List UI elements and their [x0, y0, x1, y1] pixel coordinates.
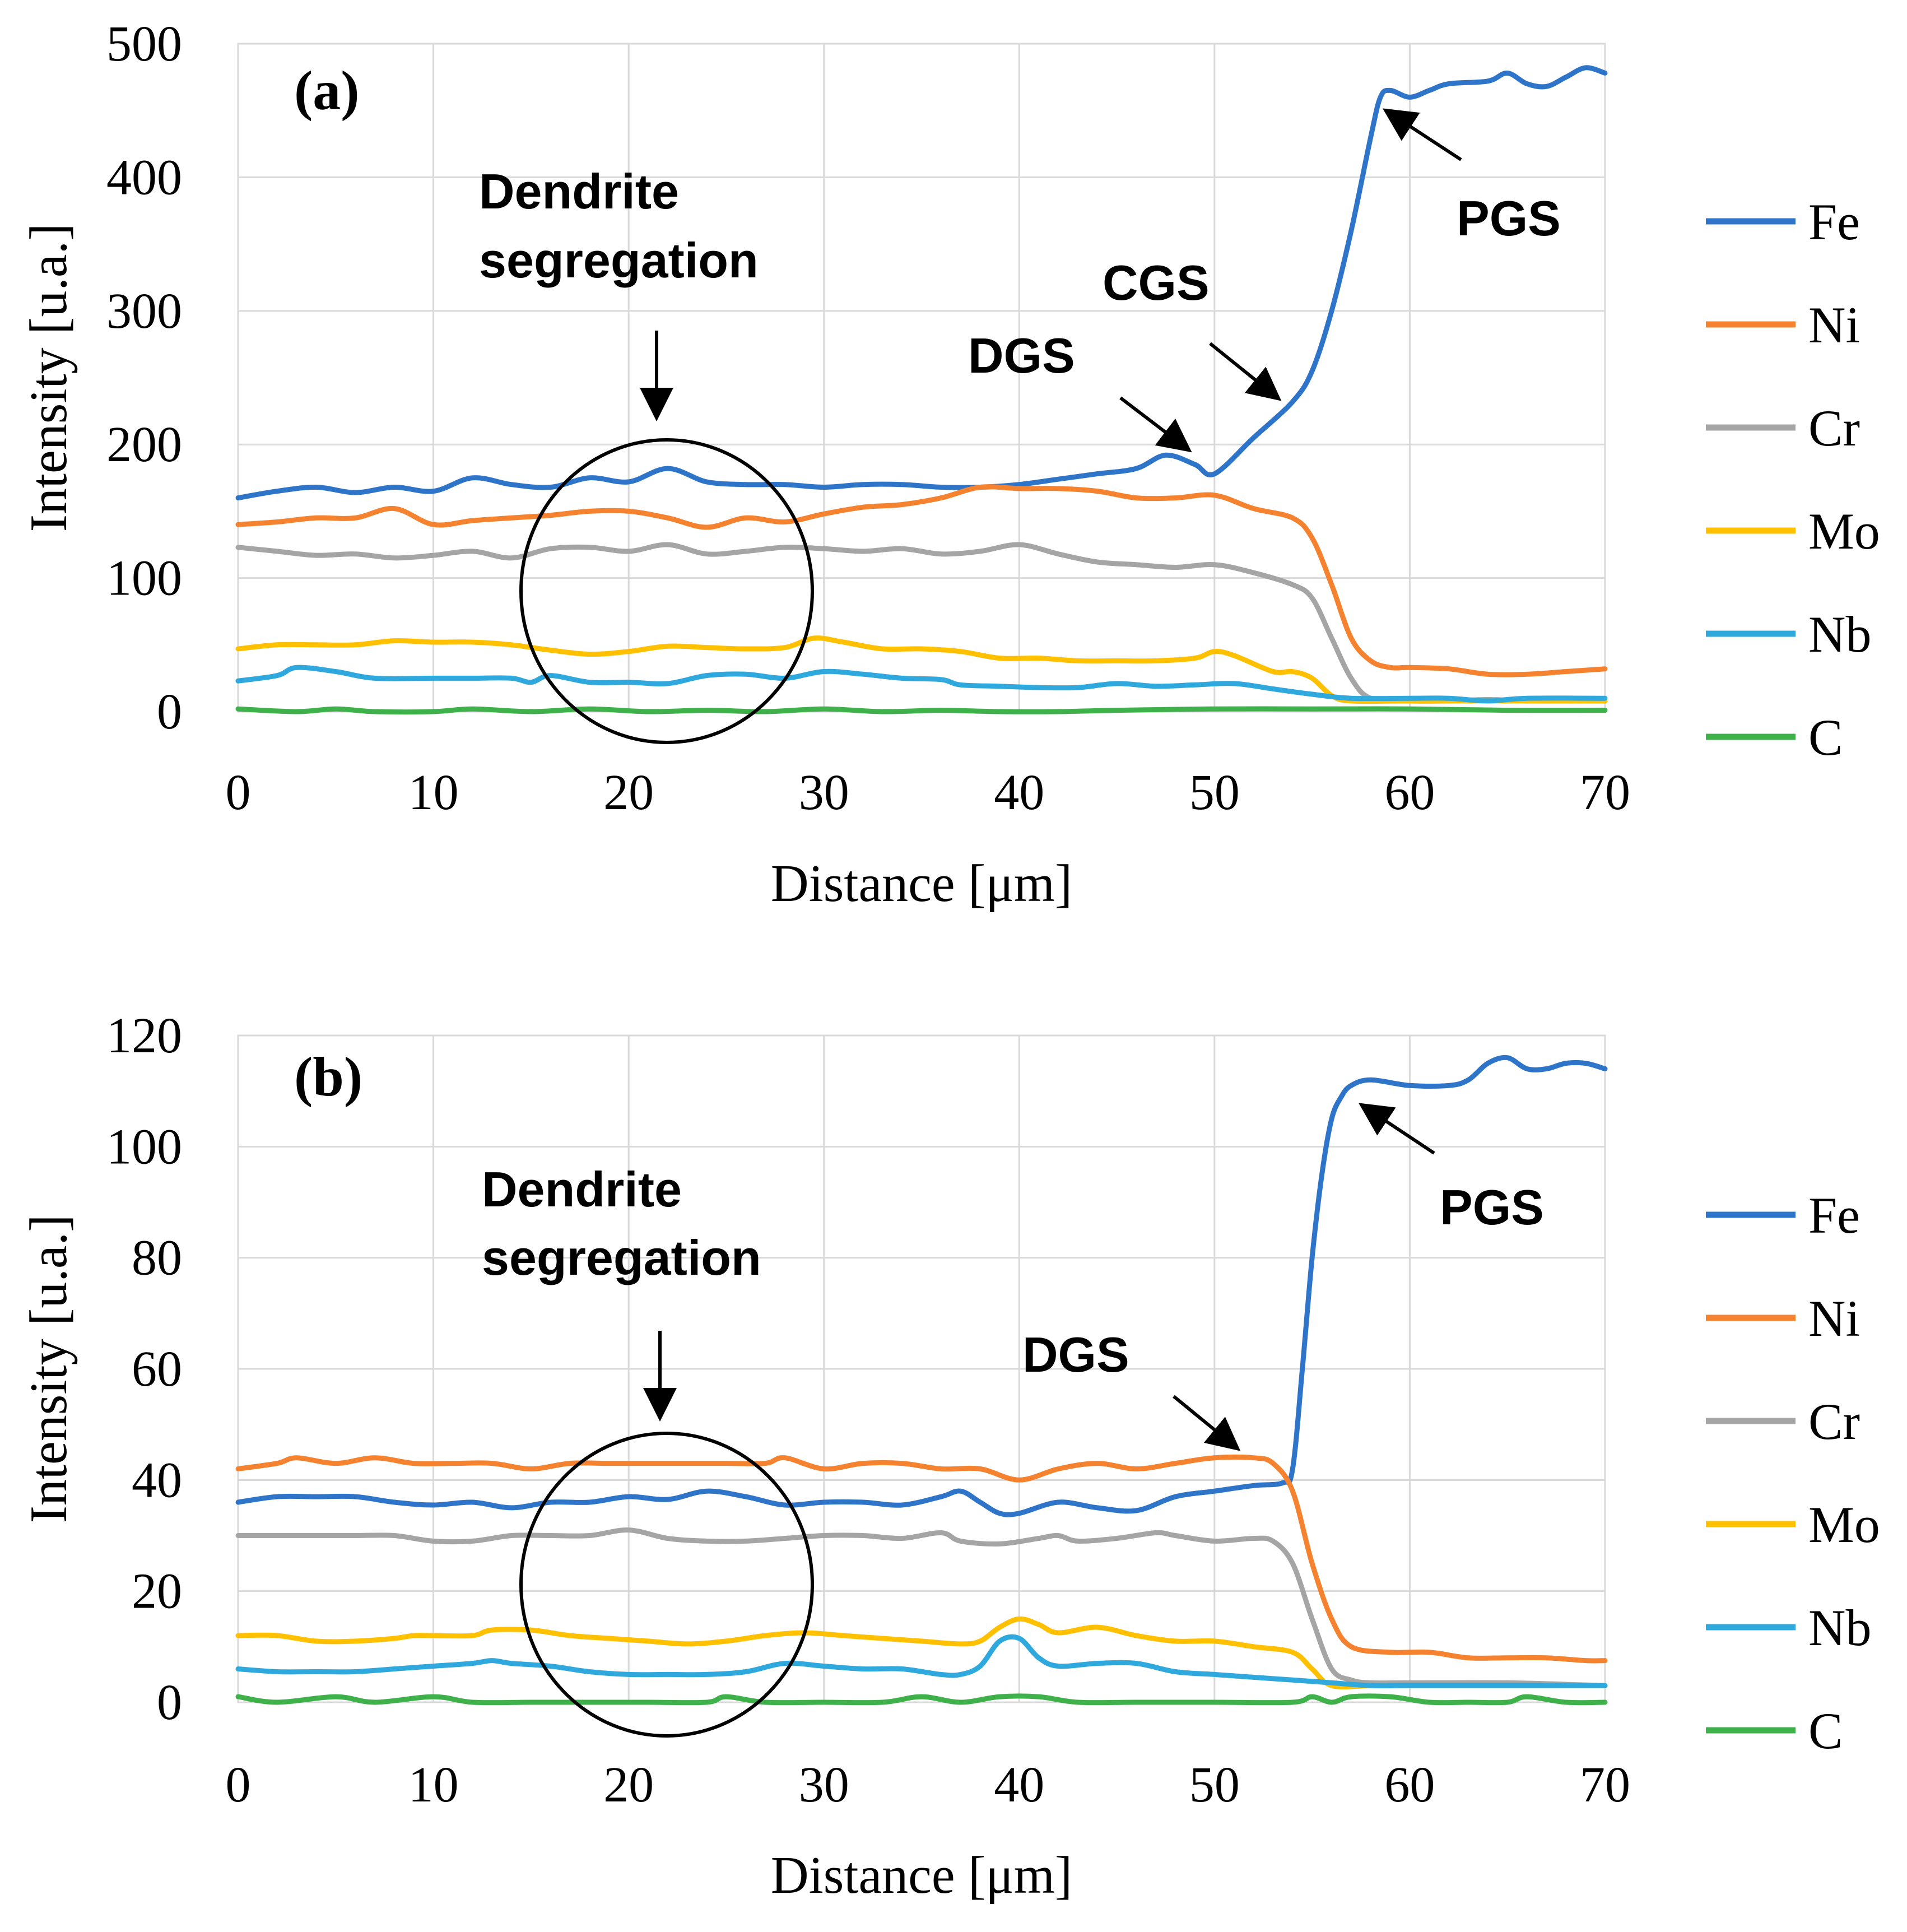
annotation-dgs: DGS: [968, 328, 1075, 383]
legend-label-cr: Cr: [1808, 400, 1860, 457]
plot-area: [237, 43, 1606, 713]
annotation-dendrite-line1: Dendrite: [479, 164, 679, 219]
series-line-ni: [235, 484, 1608, 677]
legend-label-ni: Ni: [1808, 296, 1860, 354]
x-axis-title: Distance [μm]: [771, 854, 1072, 913]
x-tick-label: 10: [408, 1757, 459, 1813]
x-tick-label: 60: [1384, 765, 1435, 820]
legend-label-ni: Ni: [1808, 1290, 1860, 1347]
annotation-dendrite-line2: segregation: [479, 233, 759, 288]
annotation-pgs: PGS: [1457, 191, 1561, 246]
y-tick-label: 400: [106, 150, 182, 205]
y-tick-label: 20: [132, 1564, 182, 1619]
x-tick-label: 70: [1580, 1757, 1630, 1813]
x-tick-label: 20: [603, 765, 654, 820]
x-tick-label: 10: [408, 765, 459, 820]
x-tick-label: 50: [1189, 765, 1240, 820]
series-line-fe: [235, 65, 1608, 501]
x-tick-label: 70: [1580, 765, 1630, 820]
annotation-cgs: CGS: [1103, 255, 1210, 310]
y-tick-label: 200: [106, 417, 182, 472]
x-axis-title: Distance [μm]: [771, 1846, 1072, 1905]
x-tick-label: 20: [603, 1757, 654, 1813]
y-tick-label: 300: [106, 284, 182, 339]
legend-label-fe: Fe: [1808, 1187, 1860, 1244]
annotation-dendrite-line1: Dendrite: [482, 1162, 682, 1217]
legend-label-cr: Cr: [1808, 1393, 1860, 1450]
x-tick-label: 0: [226, 1757, 251, 1813]
panel-label: (b): [294, 1046, 362, 1108]
x-tick-label: 40: [994, 765, 1044, 820]
legend-label-nb: Nb: [1808, 606, 1871, 663]
series-line-c: [235, 1693, 1608, 1706]
legend-label-c: C: [1808, 709, 1843, 766]
y-axis-title: Intensity [u.a.]: [20, 224, 78, 532]
y-tick-label: 100: [106, 551, 182, 606]
annotation-pgs: PGS: [1440, 1179, 1544, 1235]
dgs-arrow: [1173, 1395, 1241, 1451]
series-line-nb: [235, 1634, 1608, 1689]
y-tick-label: 60: [132, 1341, 182, 1397]
series-line-nb: [235, 665, 1608, 704]
pgs-arrow: [1359, 1103, 1435, 1155]
legend-label-mo: Mo: [1808, 503, 1880, 560]
annotation-dgs: DGS: [1022, 1327, 1129, 1382]
y-tick-label: 40: [132, 1452, 182, 1508]
x-tick-label: 50: [1189, 1757, 1240, 1813]
legend-label-nb: Nb: [1808, 1599, 1871, 1656]
y-tick-label: 0: [157, 1675, 182, 1730]
series-line-fe: [235, 1055, 1608, 1517]
y-tick-label: 80: [132, 1230, 182, 1286]
x-tick-label: 40: [994, 1757, 1044, 1813]
panel-label: (a): [294, 59, 360, 122]
pgs-arrow: [1382, 108, 1462, 161]
x-tick-label: 30: [799, 1757, 849, 1813]
x-tick-label: 60: [1384, 1757, 1435, 1813]
chart-b: 0 10 20 30 40 50 60 70 0 20 40 60 80 100 120 Distance […: [20, 1008, 1880, 1905]
x-tick-label: 30: [799, 765, 849, 820]
legend-label-c: C: [1808, 1702, 1843, 1759]
series-line-cr: [235, 1527, 1608, 1688]
series-line-ni: [235, 1454, 1608, 1664]
legend-label-fe: Fe: [1808, 193, 1860, 250]
y-tick-label: 120: [106, 1008, 182, 1063]
y-tick-label: 0: [157, 684, 182, 740]
dgs-arrow: [1119, 396, 1192, 453]
chart-a: 0 10 20 30 40 50 60 70 0 100 200 300 400 500 Distance …: [20, 16, 1880, 913]
y-axis-title: Intensity [u.a.]: [20, 1215, 78, 1524]
annotation-dendrite-line2: segregation: [482, 1230, 761, 1285]
legend-label-mo: Mo: [1808, 1496, 1880, 1553]
series-line-c: [235, 706, 1608, 715]
dendrite-region-circle: [519, 438, 814, 744]
y-tick-label: 500: [106, 16, 182, 72]
dendrite-region-circle: [519, 1432, 814, 1738]
x-tick-label: 0: [226, 765, 251, 820]
series-line-mo: [235, 1616, 1608, 1689]
cgs-arrow: [1209, 342, 1282, 401]
y-tick-label: 100: [106, 1119, 182, 1174]
